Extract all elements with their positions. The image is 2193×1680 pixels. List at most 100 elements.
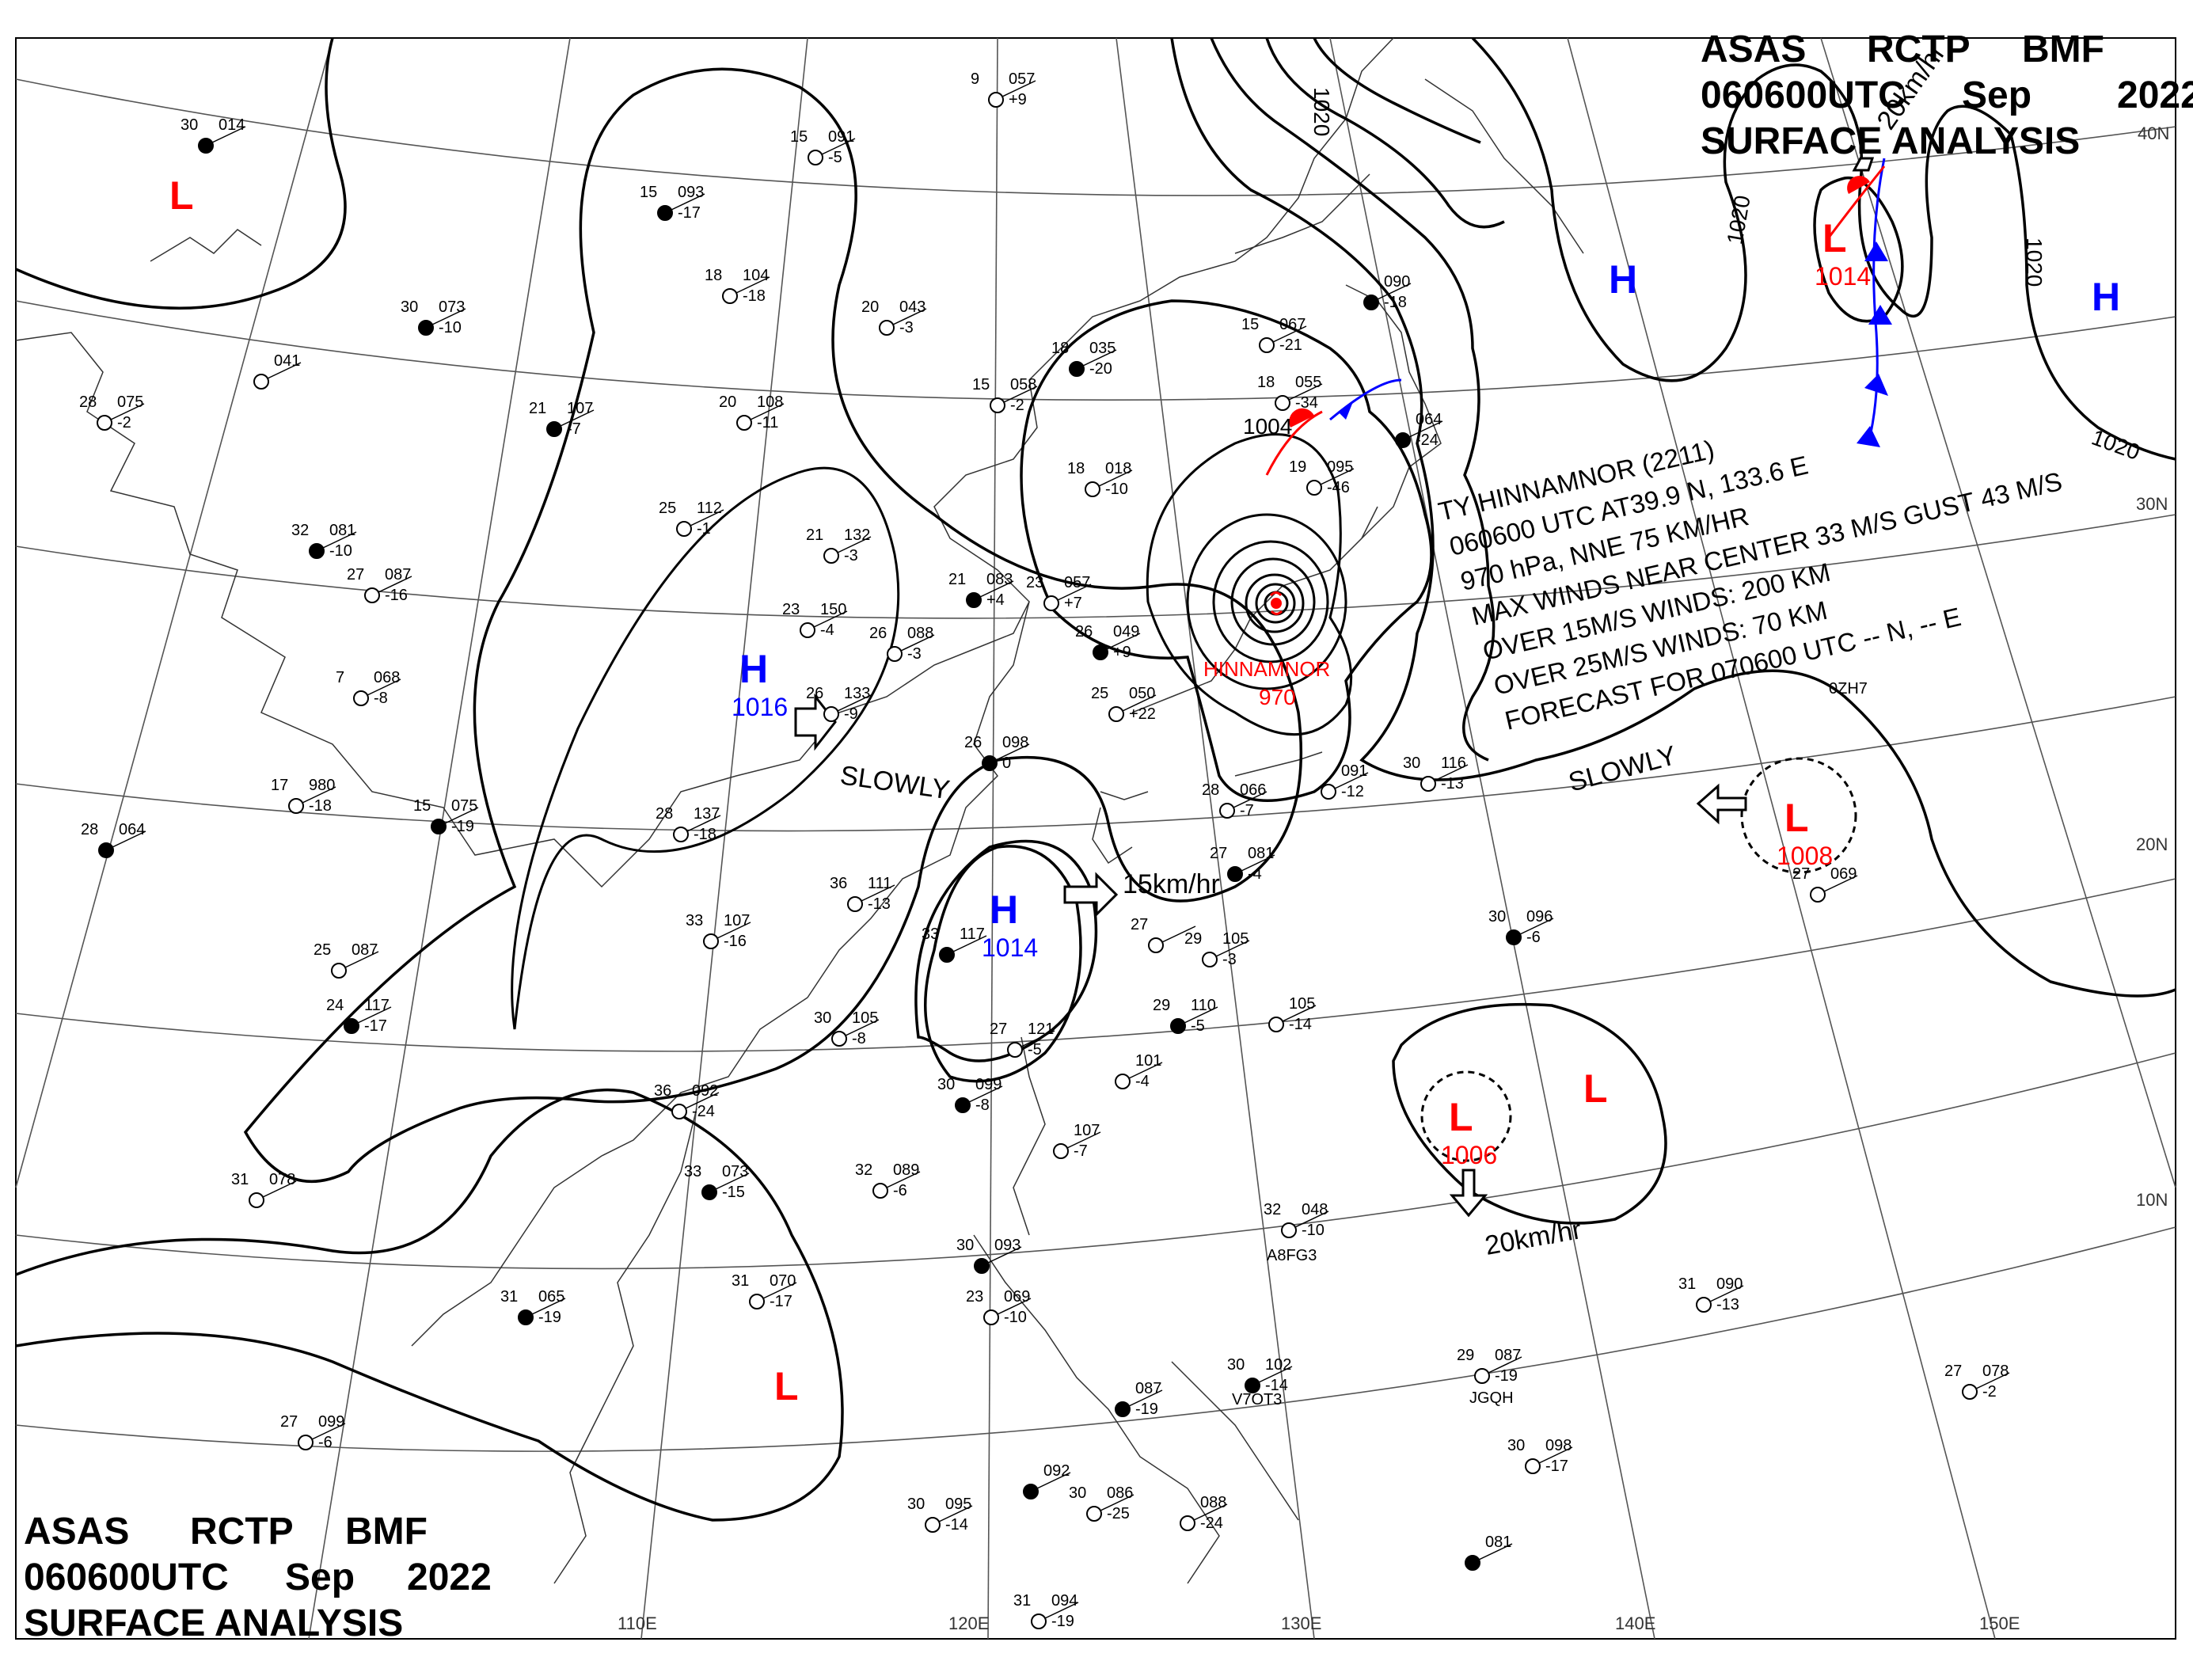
high-center: H xyxy=(990,888,1018,932)
lon-label: 150E xyxy=(1979,1613,2020,1633)
low-center: L xyxy=(169,173,194,218)
station-plot: 081 xyxy=(1485,1534,1511,1551)
wind-barb xyxy=(952,935,987,952)
station-pressure: 094 xyxy=(1051,1592,1077,1610)
wind-barb xyxy=(311,1423,346,1440)
station-tendency: -1 xyxy=(697,520,711,538)
station-pressure: 078 xyxy=(1982,1363,2009,1380)
latitude-lines xyxy=(15,78,2176,1452)
lon-label: 110E xyxy=(618,1613,657,1633)
station-pressure: 055 xyxy=(1295,374,1321,391)
coastlines xyxy=(15,37,1584,1584)
header-title: SURFACE ANALYSIS xyxy=(24,1602,404,1644)
station-circle xyxy=(353,690,369,706)
station-pressure: 075 xyxy=(117,393,143,411)
wind-barb xyxy=(892,308,927,325)
station-pressure: 087 xyxy=(1495,1347,1521,1364)
header-month: Sep xyxy=(285,1556,355,1598)
station-circle xyxy=(1043,595,1059,611)
station-temp: 32 xyxy=(855,1161,872,1179)
station-circle xyxy=(808,150,823,165)
wind-barb xyxy=(1288,383,1323,401)
station-circle xyxy=(1962,1384,1978,1400)
station-tendency: -10 xyxy=(1302,1222,1325,1239)
station-temp: 30 xyxy=(181,116,198,134)
wind-barb xyxy=(1488,1356,1522,1374)
station-pressure: 107 xyxy=(567,400,593,417)
lat-label: 20N xyxy=(2136,834,2168,854)
station-pressure: 107 xyxy=(724,912,750,929)
station-tendency: +9 xyxy=(1113,644,1131,661)
header-time: 060600UTC xyxy=(24,1556,229,1598)
wind-barb xyxy=(1233,791,1268,808)
wind-barb xyxy=(110,403,145,420)
station-temp: 26 xyxy=(1075,623,1093,640)
station-circle xyxy=(722,288,738,304)
wind-barb xyxy=(1215,940,1250,957)
station-temp: 21 xyxy=(806,526,823,544)
station-temp: 25 xyxy=(659,500,676,517)
low-center: L xyxy=(1449,1095,1473,1139)
station-temp: 33 xyxy=(686,912,703,929)
station-tendency: -13 xyxy=(1716,1296,1739,1313)
station-pressure: 070 xyxy=(770,1272,796,1290)
station-tendency: -17 xyxy=(364,1017,387,1035)
station-pressure: 064 xyxy=(119,821,145,838)
station-circle xyxy=(974,1258,990,1274)
station-circle xyxy=(701,1184,717,1200)
wind-barb xyxy=(845,1019,880,1036)
wind-barb xyxy=(735,276,770,294)
wind-barb xyxy=(987,1246,1022,1264)
station-tendency: -14 xyxy=(945,1516,968,1534)
station-plot: 21 107 -7 xyxy=(529,400,593,438)
station-pressure: 057 xyxy=(1009,70,1035,88)
station-pressure: 048 xyxy=(1302,1201,1328,1218)
station-plot: 36 092 -24 xyxy=(654,1082,718,1120)
station-pressure: 057 xyxy=(1064,574,1090,591)
header-month: Sep xyxy=(1962,74,2032,116)
header-agency: ASAS xyxy=(24,1511,130,1553)
wind-barb xyxy=(995,743,1030,761)
station-pressure: 091 xyxy=(1341,762,1367,780)
station-tendency: -17 xyxy=(678,204,701,222)
low-center: L xyxy=(1822,216,1847,260)
station-tendency: -17 xyxy=(770,1293,792,1310)
station-circle xyxy=(1281,1222,1297,1238)
station-plot: 15 091 -5 xyxy=(790,128,854,166)
station-circle xyxy=(1227,866,1243,882)
isobars xyxy=(15,36,2176,1522)
station-tendency: -3 xyxy=(1222,951,1237,968)
station-temp: 18 xyxy=(705,267,722,284)
wind-barb xyxy=(813,610,848,628)
station-plot: 30 098 -17 xyxy=(1507,1437,1572,1475)
station-plot: 101-4 xyxy=(1135,1052,1161,1090)
station-circle xyxy=(1321,784,1336,800)
station-pressure: 105 xyxy=(1289,995,1315,1013)
station-tendency: 0 xyxy=(1002,754,1011,772)
high-center: H xyxy=(1609,257,1637,302)
station-temp: 20 xyxy=(719,393,736,411)
station-plot: 26 133 -9 xyxy=(806,685,870,723)
station-plot: 26 088 -3 xyxy=(869,625,933,663)
header-code: BMF xyxy=(2022,29,2104,70)
station-circle xyxy=(990,397,1005,413)
station-temp: 21 xyxy=(948,571,966,588)
station-pressure: 081 xyxy=(329,522,355,539)
station-circle xyxy=(1219,803,1235,819)
station-tendency: -14 xyxy=(1289,1016,1312,1033)
station-tendency: -3 xyxy=(844,547,858,564)
station-tendency: -3 xyxy=(899,319,914,336)
station-tendency: -10 xyxy=(439,319,462,336)
station-plot: 15 058 -2 xyxy=(972,376,1036,414)
header-bottom-left: ASAS RCTP BMF 060600UTC Sep 2022 SURFACE ANA… xyxy=(24,1509,492,1647)
station-plot: 092 xyxy=(1043,1462,1070,1480)
station-plot: 33 107 -16 xyxy=(686,912,750,950)
wind-barb xyxy=(685,1092,720,1109)
station-plot: 28 066 -7 xyxy=(1202,781,1266,819)
station-plot: 24 117 -17 xyxy=(326,997,390,1035)
wind-barb xyxy=(1294,1211,1329,1228)
station-circle xyxy=(1202,952,1218,967)
station-circle xyxy=(1115,1074,1131,1089)
station-plot: 087-19 xyxy=(1135,1380,1161,1418)
